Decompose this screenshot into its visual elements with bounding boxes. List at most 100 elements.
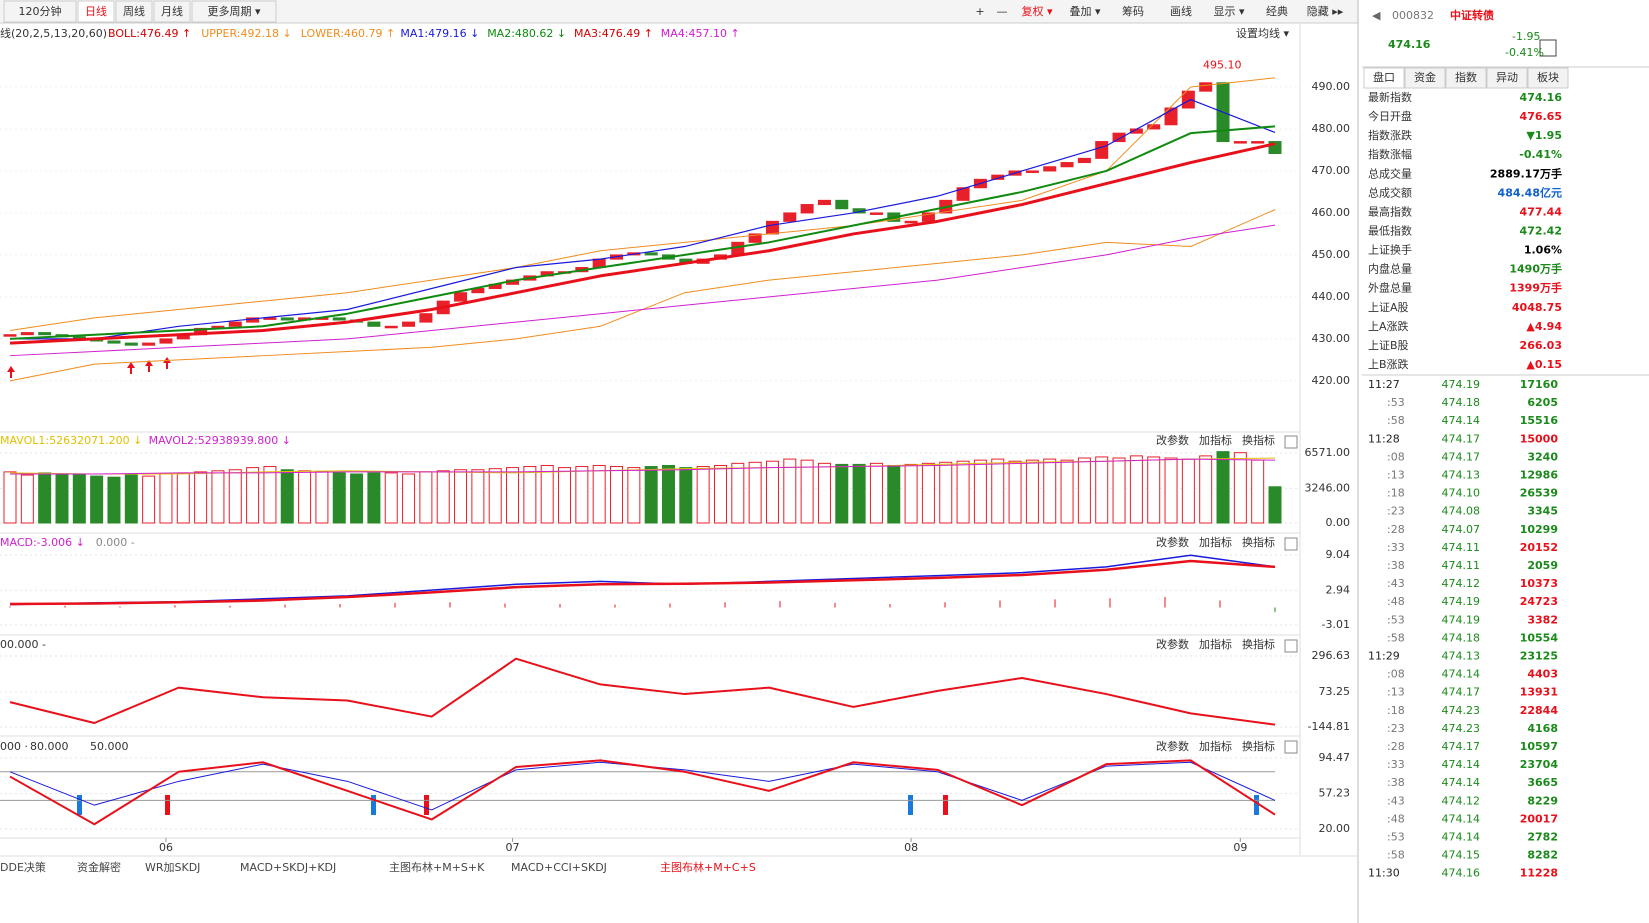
panel-button[interactable]: 换指标 (1242, 739, 1275, 753)
stat-value: 484.48亿元 (1498, 185, 1562, 199)
volume-bar (852, 463, 866, 524)
tool-button[interactable]: 隐藏 ▸▸ (1307, 5, 1344, 18)
tab-bg[interactable] (191, 0, 277, 23)
tool-button[interactable]: 显示 ▾ (1213, 5, 1244, 18)
candle (1077, 157, 1091, 164)
candle (644, 252, 658, 256)
volume-bar (592, 464, 606, 524)
panel-button[interactable]: 加指标 (1199, 739, 1232, 753)
tool-button[interactable]: + (975, 5, 984, 18)
panel-button[interactable]: 换指标 (1242, 433, 1275, 447)
volume-bar (176, 472, 190, 524)
candle (869, 212, 883, 215)
trade-time: :13 (1387, 686, 1405, 699)
side-tab[interactable]: 异动 (1496, 71, 1518, 84)
indicator-line (10, 458, 1276, 475)
side-tab[interactable]: 资金 (1414, 70, 1436, 84)
tool-button[interactable]: — (997, 5, 1008, 18)
volume-bar (610, 466, 624, 524)
legend-item: UPPER:492.18 ↓ (201, 27, 291, 40)
panel-button[interactable]: 换指标 (1242, 637, 1275, 651)
volume-bar (3, 471, 17, 524)
quote-pct: -0.41% (1505, 46, 1544, 59)
back-arrow[interactable]: ◀ (1372, 9, 1381, 22)
period-tab[interactable]: 120分钟 (19, 4, 62, 18)
panel-button[interactable]: 改参数 (1156, 739, 1189, 753)
volume-bar (454, 469, 468, 524)
indicator-legend: 0.000 - (96, 536, 135, 549)
indicator-tab[interactable]: MACD+SKDJ+KDJ (240, 861, 336, 874)
trade-volume: 20152 (1520, 541, 1558, 554)
volume-bar (1043, 458, 1057, 524)
period-tab[interactable]: 周线 (123, 4, 145, 18)
panel-button[interactable]: 换指标 (1242, 535, 1275, 549)
volume-bar (1251, 459, 1265, 524)
toolbar (0, 0, 1358, 23)
stat-label: 今日开盘 (1368, 109, 1412, 123)
trade-price: 474.18 (1442, 396, 1481, 409)
legend-setting[interactable]: 设置均线 ▾ (1236, 26, 1289, 40)
tab-bg[interactable] (153, 0, 191, 23)
close-box[interactable] (1284, 435, 1298, 449)
minimize[interactable] (1539, 39, 1557, 57)
reference-label: 80.000 (30, 740, 69, 753)
panel-button[interactable]: 加指标 (1199, 637, 1232, 651)
candle (1181, 90, 1195, 109)
side-tab-bg[interactable] (1527, 67, 1569, 89)
y-tick-label: 460.00 (1312, 206, 1351, 219)
tool-button[interactable]: 叠加 ▾ (1069, 5, 1100, 18)
close-box[interactable] (1284, 639, 1298, 653)
side-tab-bg[interactable] (1363, 67, 1405, 89)
trade-volume: 3345 (1527, 505, 1558, 518)
candle (817, 199, 831, 206)
tab-bg[interactable] (3, 0, 77, 23)
side-tab[interactable]: 指数 (1455, 70, 1477, 84)
volume-bar (765, 460, 779, 524)
tool-button[interactable]: 经典 (1266, 4, 1288, 18)
tool-button[interactable]: 画线 (1170, 4, 1192, 18)
trade-volume: 20017 (1520, 812, 1558, 825)
stat-label: 上证换手 (1368, 243, 1412, 257)
side-tab[interactable]: 板块 (1537, 70, 1559, 84)
volume-bar (1268, 486, 1282, 524)
y-tick-label: 6571.00 (1305, 446, 1351, 459)
volume-bar (627, 467, 641, 524)
volume-bar (38, 472, 52, 524)
panel-button[interactable]: 改参数 (1156, 535, 1189, 549)
trade-time: :33 (1387, 758, 1405, 771)
indicator-tab[interactable]: 资金解密 (77, 860, 121, 874)
panel-button[interactable]: 改参数 (1156, 433, 1189, 447)
volume-bar (298, 470, 312, 524)
indicator-tab[interactable]: DDE决策 (0, 860, 46, 874)
indicator-tab[interactable]: WR加SKDJ (145, 861, 200, 874)
trade-time: 11:28 (1368, 432, 1400, 445)
indicator-tab[interactable]: 主图布林+M+C+S (660, 860, 756, 874)
indicator-tab[interactable]: 主图布林+M+S+K (389, 860, 485, 874)
trade-price: 474.14 (1442, 776, 1481, 789)
side-tab-bg[interactable] (1445, 67, 1487, 89)
period-tab[interactable]: 月线 (161, 4, 183, 18)
panel-button[interactable]: 加指标 (1199, 433, 1232, 447)
side-tab-bg[interactable] (1404, 67, 1446, 89)
close-box[interactable] (1284, 537, 1298, 551)
period-tab[interactable]: 日线 (85, 4, 107, 18)
legend-params: 线(20,2,5,13,20,60) (0, 26, 107, 40)
legend-item: MA2:480.62 ↓ (487, 27, 566, 40)
trade-time: :38 (1387, 776, 1405, 789)
tool-button[interactable]: 筹码 (1122, 4, 1144, 18)
side-tab[interactable]: 盘口 (1373, 70, 1395, 84)
tab-bg[interactable] (115, 0, 153, 23)
volume-bar (696, 466, 710, 524)
tab-bg[interactable] (77, 0, 115, 23)
volume-bar (1008, 460, 1022, 524)
tool-button[interactable]: 复权 ▾ (1021, 4, 1052, 18)
indicator-tab[interactable]: MACD+CCI+SKDJ (511, 861, 607, 874)
panel-button[interactable]: 改参数 (1156, 637, 1189, 651)
volume-bar (748, 461, 762, 524)
trade-volume: 22844 (1520, 704, 1559, 717)
side-tab-bg[interactable] (1486, 67, 1528, 89)
period-tab[interactable]: 更多周期 ▾ (207, 4, 260, 18)
close-box[interactable] (1284, 740, 1298, 754)
candle (367, 321, 381, 327)
panel-button[interactable]: 加指标 (1199, 535, 1232, 549)
